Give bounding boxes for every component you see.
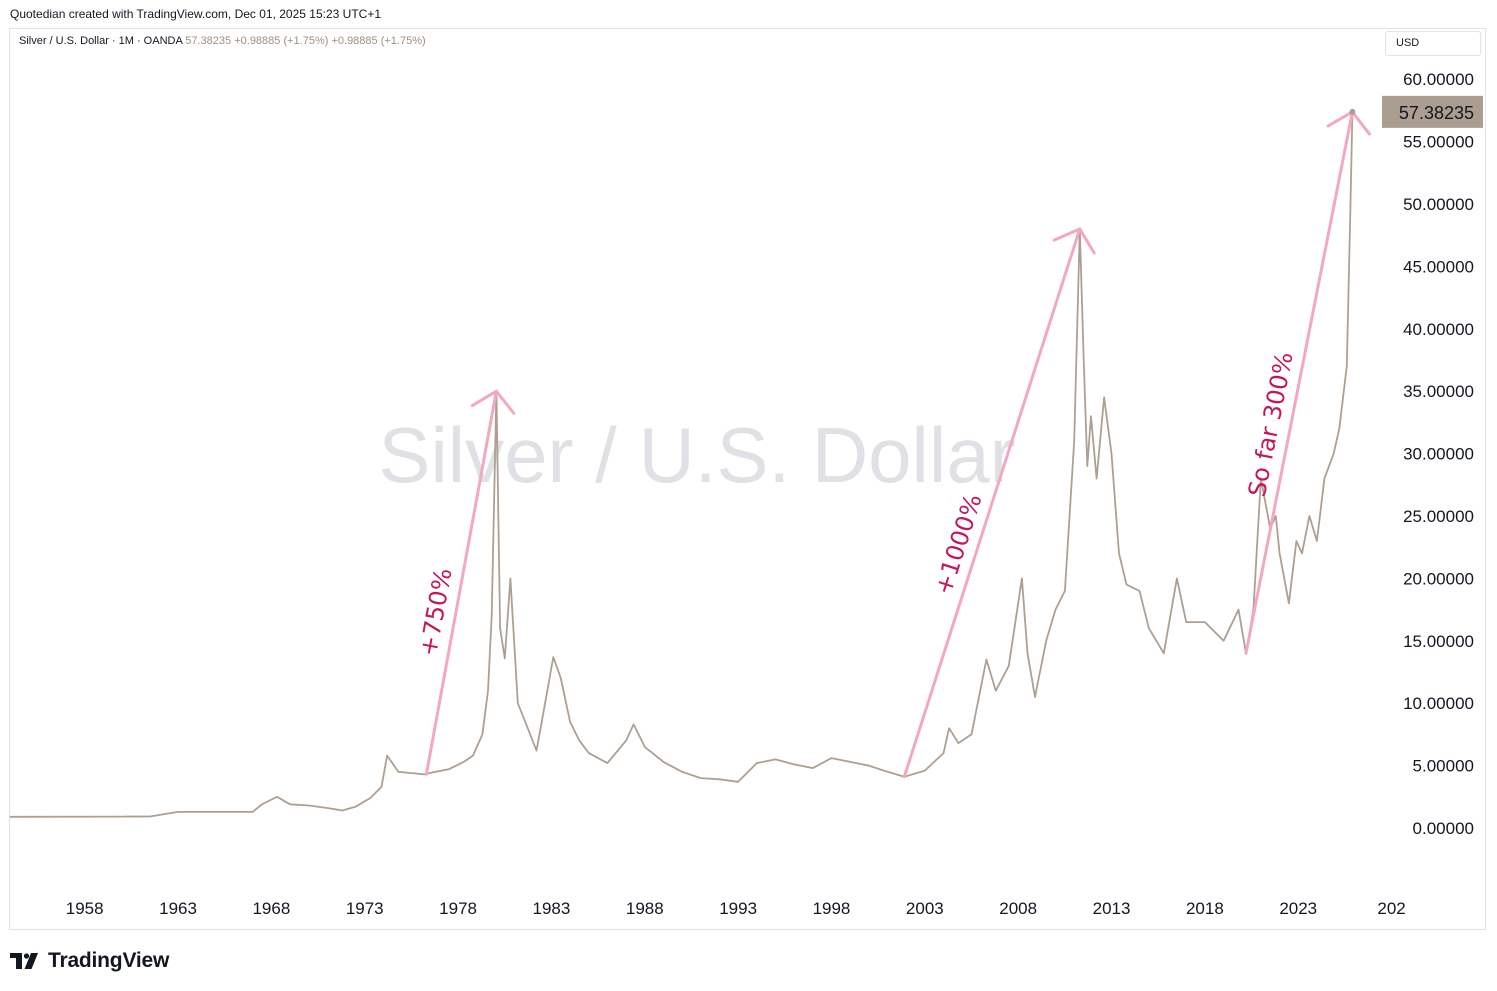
tradingview-logo-icon xyxy=(10,953,38,969)
chart-credit: Quotedian created with TradingView.com, … xyxy=(10,7,381,21)
time-axis: 1958 1963 1968 1973 1978 1983 1988 1993 1998 2003… xyxy=(66,899,1406,918)
y-tick-label: 35.00000 xyxy=(1403,382,1474,401)
y-tick-label: 40.00000 xyxy=(1403,320,1474,339)
y-tick-label: 45.00000 xyxy=(1403,257,1474,276)
x-tick-label: 1958 xyxy=(66,899,104,918)
y-tick-label: 0.00000 xyxy=(1413,819,1474,838)
x-tick-label: 1973 xyxy=(346,899,384,918)
x-tick-label: 2003 xyxy=(906,899,944,918)
annotation-arrow xyxy=(424,389,498,776)
x-tick-label: 1968 xyxy=(252,899,290,918)
symbol-title: Silver / U.S. Dollar · 1M · OANDA xyxy=(19,35,183,47)
y-tick-label: 60.00000 xyxy=(1403,70,1474,89)
annotation-arrowhead xyxy=(470,389,516,415)
y-tick-label: 5.00000 xyxy=(1413,757,1474,776)
tradingview-logo: TradingView xyxy=(10,949,169,973)
annotation-arrowhead xyxy=(1052,227,1096,255)
price-line xyxy=(9,111,1354,818)
y-tick-label: 20.00000 xyxy=(1403,569,1474,588)
x-tick-label: 2023 xyxy=(1279,899,1317,918)
legend-price: 57.38235 xyxy=(185,35,232,47)
y-tick-label: 30.00000 xyxy=(1403,445,1474,464)
x-tick-label: 202 xyxy=(1377,899,1405,918)
y-tick-label: 10.00000 xyxy=(1403,694,1474,713)
x-tick-label: 1978 xyxy=(439,899,477,918)
price-axis: 60.00000 55.00000 50.00000 45.00000 40.00000… xyxy=(1403,70,1474,838)
y-tick-label: 25.00000 xyxy=(1403,507,1474,526)
chart-frame xyxy=(9,28,1486,930)
x-tick-label: 1983 xyxy=(533,899,571,918)
x-tick-label: 2018 xyxy=(1186,899,1224,918)
x-tick-label: 1993 xyxy=(719,899,757,918)
watermark-text: Silver / U.S. Dollar xyxy=(378,411,1015,499)
y-tick-label: 50.00000 xyxy=(1403,195,1474,214)
last-price-label: 57.38235 xyxy=(1399,103,1474,123)
x-tick-label: 2013 xyxy=(1093,899,1131,918)
y-tick-label: 15.00000 xyxy=(1403,632,1474,651)
x-tick-label: 1963 xyxy=(159,899,197,918)
annotation-arrow xyxy=(902,227,1082,779)
legend-change-2: +0.98885 (+1.75%) xyxy=(331,35,426,47)
brand-name: TradingView xyxy=(48,949,170,972)
x-tick-label: 1988 xyxy=(626,899,664,918)
last-price: 57.38235 xyxy=(1349,95,1483,128)
symbol-legend: Silver / U.S. Dollar · 1M · OANDA 57.382… xyxy=(19,35,426,47)
price-series xyxy=(9,111,1354,818)
last-price-badge xyxy=(1382,95,1483,128)
x-tick-label: 1998 xyxy=(813,899,851,918)
annotation-arrow xyxy=(1244,110,1354,655)
last-price-dot xyxy=(1349,108,1356,115)
legend-change: +0.98885 (+1.75%) xyxy=(234,35,329,47)
x-tick-label: 2008 xyxy=(999,899,1037,918)
y-tick-label: 55.00000 xyxy=(1403,133,1474,152)
currency-button[interactable]: USD xyxy=(1385,31,1481,56)
